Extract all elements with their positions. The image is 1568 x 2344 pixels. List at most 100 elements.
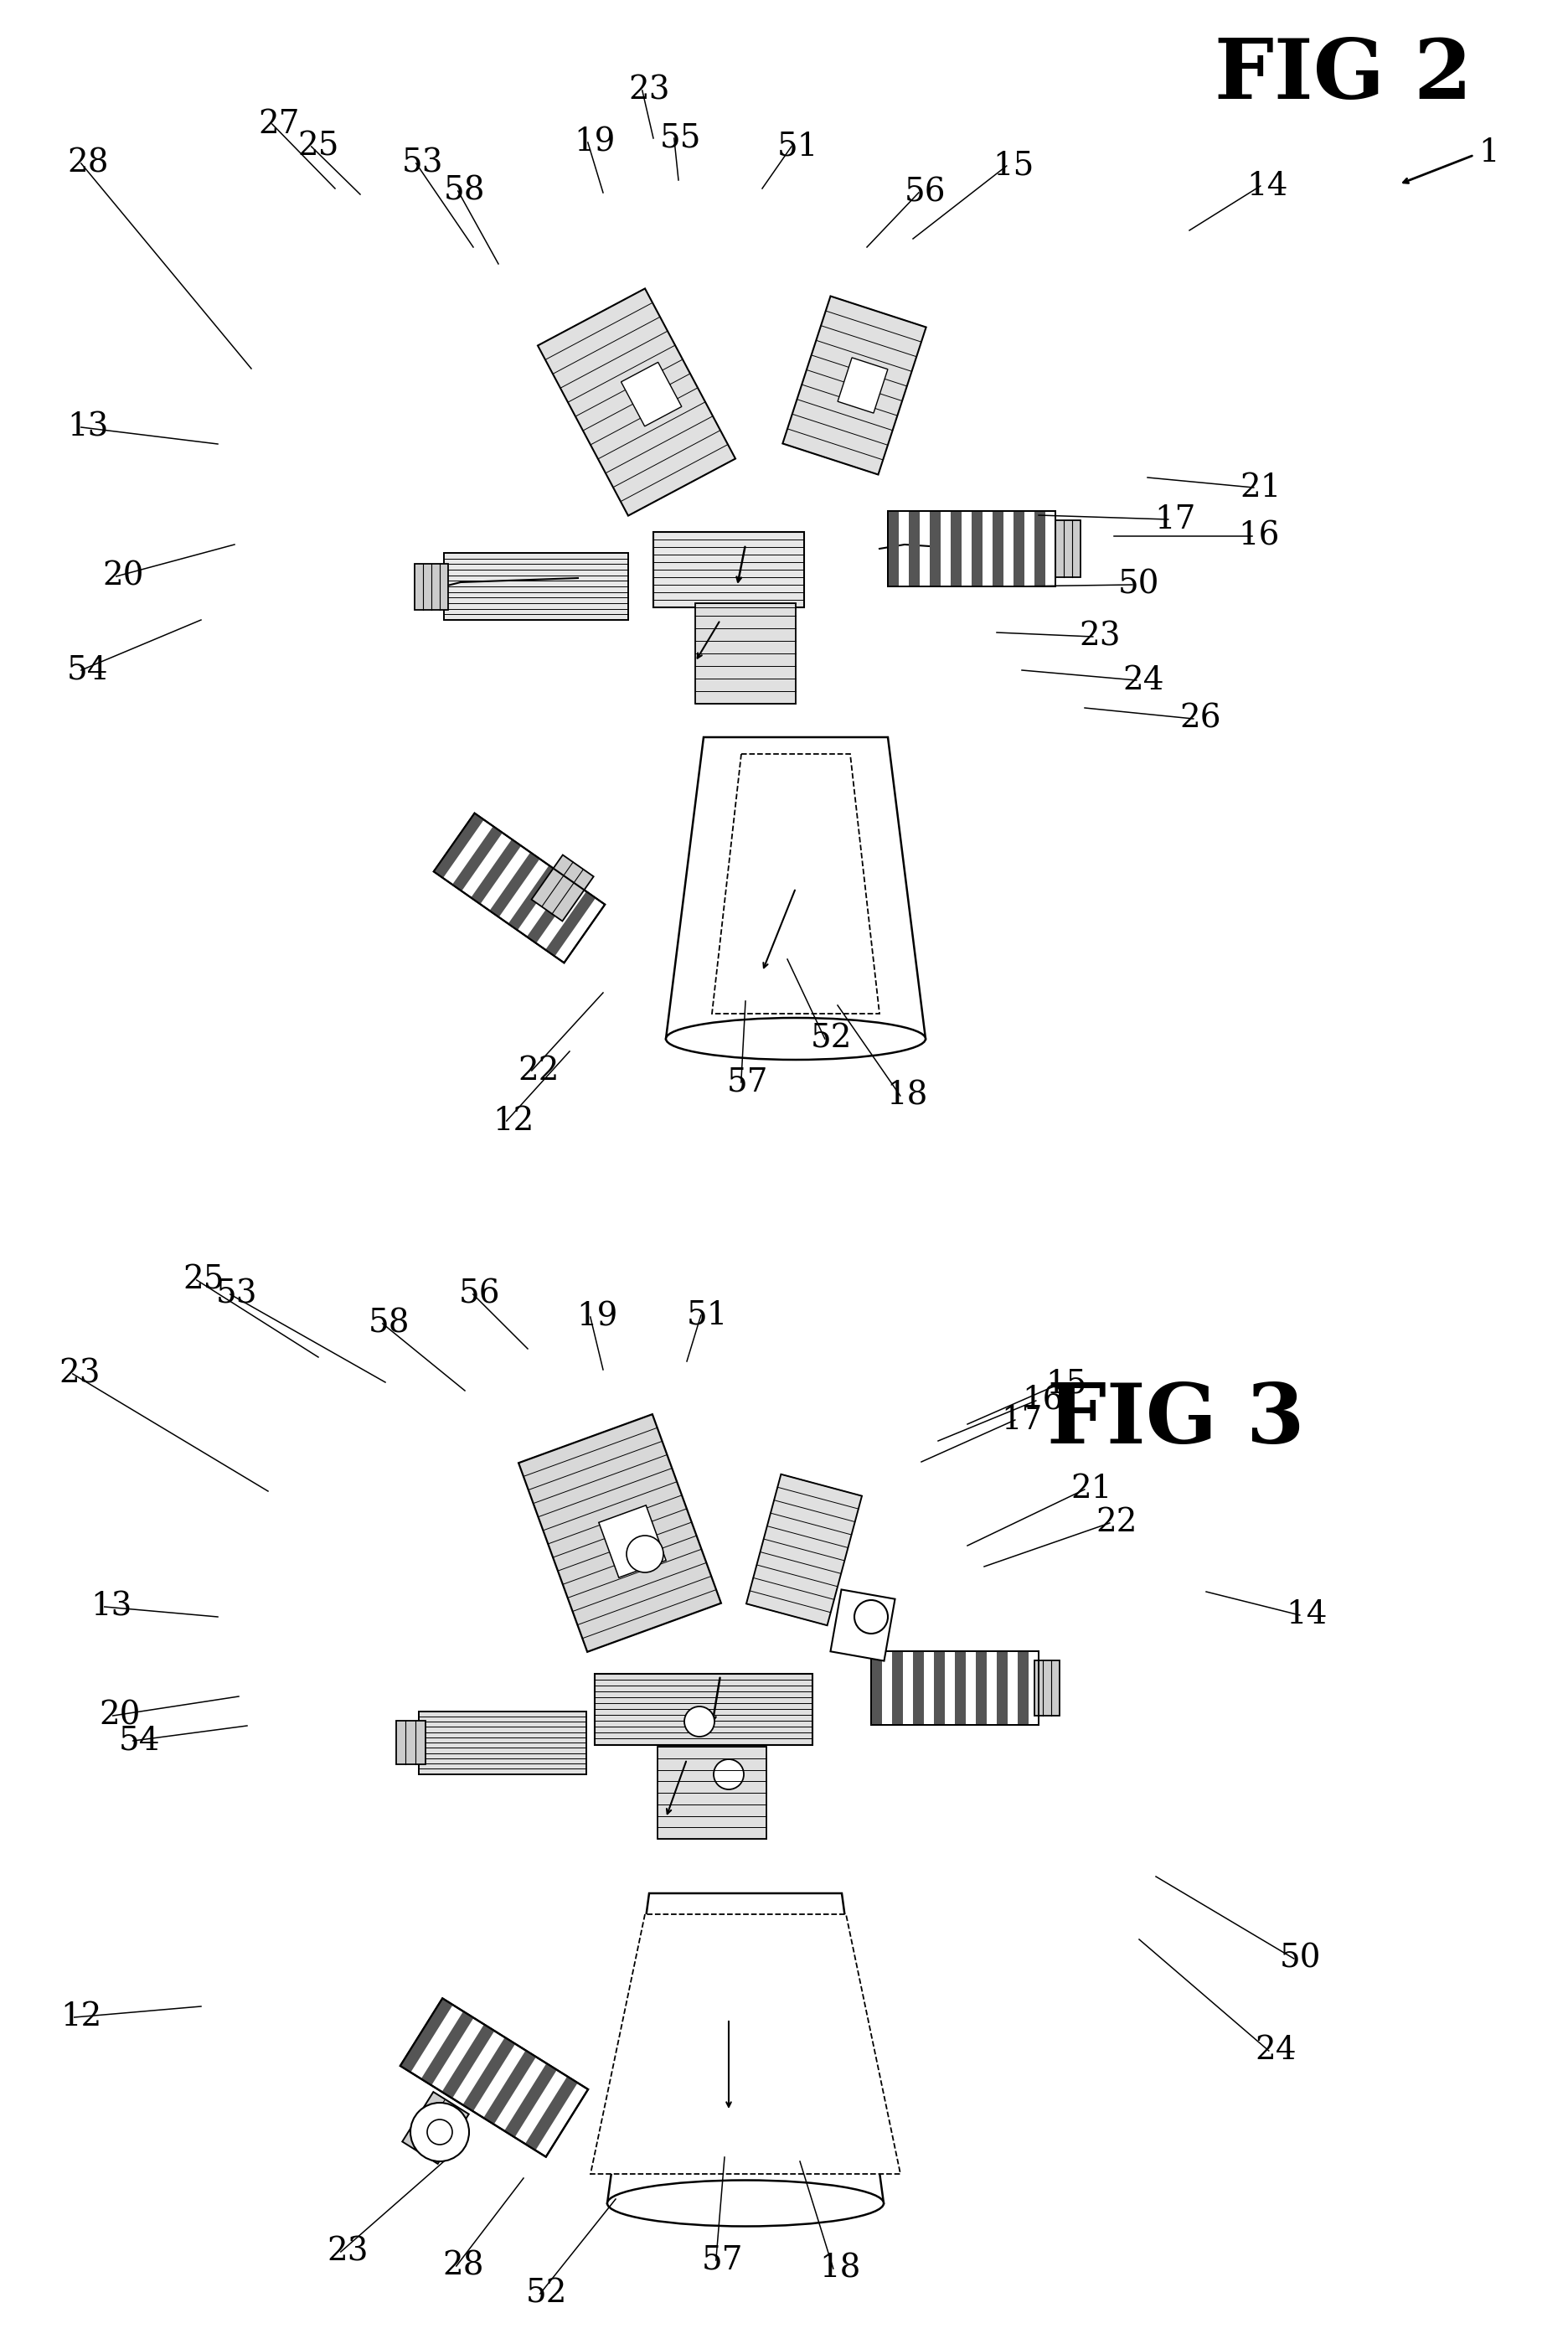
Text: 53: 53 bbox=[216, 1280, 257, 1310]
Polygon shape bbox=[395, 1720, 425, 1765]
Polygon shape bbox=[463, 2037, 516, 2112]
Polygon shape bbox=[1035, 1660, 1060, 1716]
Text: 50: 50 bbox=[1279, 1943, 1322, 1974]
Text: 52: 52 bbox=[525, 2278, 568, 2309]
Text: 21: 21 bbox=[1240, 471, 1281, 504]
Polygon shape bbox=[400, 1999, 588, 2156]
Text: 56: 56 bbox=[905, 178, 946, 209]
Polygon shape bbox=[505, 2063, 557, 2138]
Polygon shape bbox=[422, 2011, 474, 2086]
Text: 12: 12 bbox=[492, 1106, 533, 1137]
Polygon shape bbox=[1055, 520, 1080, 577]
Text: 58: 58 bbox=[368, 1308, 409, 1338]
Text: 16: 16 bbox=[1239, 520, 1279, 551]
Text: 56: 56 bbox=[459, 1280, 500, 1310]
Polygon shape bbox=[444, 553, 629, 619]
Polygon shape bbox=[955, 1650, 966, 1725]
Text: 54: 54 bbox=[67, 654, 108, 687]
Text: 13: 13 bbox=[67, 413, 108, 443]
Polygon shape bbox=[746, 1474, 862, 1624]
Polygon shape bbox=[519, 1413, 721, 1653]
Polygon shape bbox=[470, 839, 521, 905]
Polygon shape bbox=[909, 511, 919, 586]
Polygon shape bbox=[508, 865, 558, 931]
Text: 50: 50 bbox=[1118, 570, 1160, 600]
Text: 22: 22 bbox=[517, 1055, 560, 1085]
Polygon shape bbox=[950, 511, 961, 586]
Polygon shape bbox=[657, 1746, 767, 1838]
Text: 20: 20 bbox=[102, 560, 144, 593]
Polygon shape bbox=[452, 825, 502, 891]
Text: 17: 17 bbox=[1154, 504, 1195, 534]
Polygon shape bbox=[532, 856, 594, 921]
Text: 26: 26 bbox=[1179, 703, 1221, 734]
Text: 23: 23 bbox=[629, 75, 670, 105]
Text: 25: 25 bbox=[182, 1263, 224, 1296]
Text: 18: 18 bbox=[886, 1081, 928, 1111]
Polygon shape bbox=[654, 532, 804, 607]
Polygon shape bbox=[712, 755, 880, 1013]
Polygon shape bbox=[837, 359, 887, 413]
Text: 52: 52 bbox=[811, 1024, 853, 1055]
Polygon shape bbox=[442, 2025, 494, 2098]
Circle shape bbox=[713, 1760, 743, 1788]
Polygon shape bbox=[872, 1650, 881, 1725]
Text: 25: 25 bbox=[298, 131, 339, 162]
Text: 28: 28 bbox=[442, 2250, 483, 2281]
Polygon shape bbox=[695, 602, 795, 703]
Circle shape bbox=[684, 1706, 715, 1737]
Polygon shape bbox=[538, 288, 735, 516]
Text: 24: 24 bbox=[1254, 2035, 1297, 2067]
Ellipse shape bbox=[666, 1017, 925, 1059]
Polygon shape bbox=[887, 511, 1055, 586]
Text: 21: 21 bbox=[1071, 1474, 1112, 1505]
Polygon shape bbox=[975, 1650, 986, 1725]
Text: 15: 15 bbox=[1046, 1369, 1087, 1399]
Text: 15: 15 bbox=[993, 150, 1033, 180]
Text: 24: 24 bbox=[1123, 666, 1163, 696]
Text: 19: 19 bbox=[574, 127, 615, 157]
Polygon shape bbox=[591, 1915, 900, 2173]
Polygon shape bbox=[525, 2077, 577, 2149]
Text: 28: 28 bbox=[67, 148, 108, 178]
Polygon shape bbox=[666, 738, 925, 1038]
Polygon shape bbox=[419, 1711, 586, 1774]
Polygon shape bbox=[594, 1674, 812, 1744]
Text: FIG 2: FIG 2 bbox=[1215, 35, 1472, 115]
Text: 1: 1 bbox=[1479, 136, 1499, 169]
Polygon shape bbox=[935, 1650, 944, 1725]
Polygon shape bbox=[892, 1650, 903, 1725]
Text: 23: 23 bbox=[326, 2236, 368, 2267]
Polygon shape bbox=[546, 891, 596, 956]
Text: 54: 54 bbox=[119, 1725, 160, 1756]
Polygon shape bbox=[972, 511, 982, 586]
Polygon shape bbox=[831, 1589, 895, 1662]
Text: 20: 20 bbox=[99, 1699, 140, 1732]
Text: 14: 14 bbox=[1286, 1599, 1327, 1631]
Text: 16: 16 bbox=[1022, 1385, 1063, 1416]
Text: 13: 13 bbox=[91, 1592, 132, 1622]
Text: 57: 57 bbox=[702, 2246, 743, 2276]
Text: 23: 23 bbox=[1079, 621, 1120, 652]
Text: 23: 23 bbox=[58, 1360, 100, 1390]
Polygon shape bbox=[872, 1650, 1038, 1725]
Text: 51: 51 bbox=[778, 131, 818, 162]
Polygon shape bbox=[1035, 511, 1044, 586]
Ellipse shape bbox=[607, 2180, 884, 2227]
Polygon shape bbox=[930, 511, 941, 586]
Text: FIG 3: FIG 3 bbox=[1047, 1378, 1305, 1460]
Text: 14: 14 bbox=[1247, 171, 1287, 202]
Text: 53: 53 bbox=[401, 148, 444, 178]
Polygon shape bbox=[483, 2051, 536, 2124]
Polygon shape bbox=[607, 1894, 884, 2203]
Circle shape bbox=[855, 1601, 887, 1634]
Circle shape bbox=[426, 2119, 452, 2145]
Polygon shape bbox=[887, 511, 898, 586]
Polygon shape bbox=[414, 563, 448, 609]
Text: 58: 58 bbox=[444, 176, 486, 206]
Polygon shape bbox=[913, 1650, 924, 1725]
Polygon shape bbox=[993, 511, 1004, 586]
Polygon shape bbox=[403, 2091, 469, 2164]
Text: 18: 18 bbox=[818, 2253, 861, 2283]
Polygon shape bbox=[400, 1999, 453, 2072]
